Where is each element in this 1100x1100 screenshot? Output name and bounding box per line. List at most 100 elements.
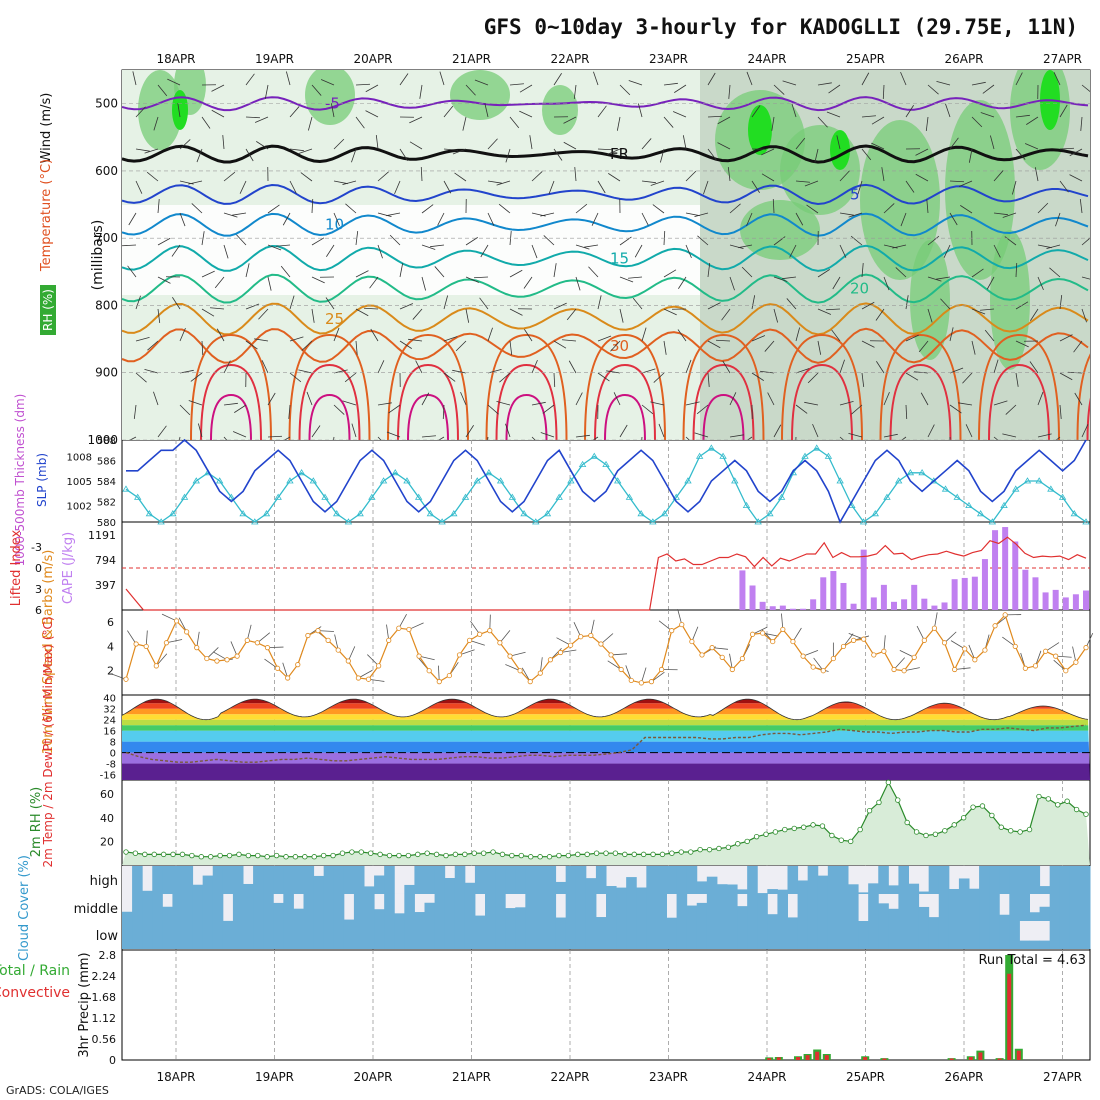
wind-barb (289, 180, 297, 194)
wind-barb (875, 308, 885, 321)
wind-barb (597, 372, 610, 382)
cloud-cell (837, 866, 849, 894)
wind-barb (487, 138, 498, 150)
cloud-cell (969, 921, 980, 949)
wind-barb-10m (166, 639, 183, 644)
panel-frame-wind (121, 609, 1091, 696)
wind-speed-marker (194, 645, 200, 651)
cloud-cell (807, 866, 819, 894)
wind-barb (144, 148, 159, 154)
cloud-cell (817, 894, 829, 922)
wind-speed-marker (1073, 659, 1079, 665)
wind-barb (245, 116, 261, 119)
wind-barb (1074, 392, 1083, 406)
slp-marker (543, 510, 552, 517)
wind-barb (949, 180, 965, 183)
wind-barb (216, 328, 225, 342)
wind-barb (773, 308, 779, 323)
wind-barb (236, 234, 247, 246)
wind-barb (729, 392, 737, 406)
isotherm-surface-arc (889, 363, 952, 440)
wind-barb (901, 436, 907, 440)
wind-barb (659, 148, 665, 163)
slp-marker (777, 493, 786, 500)
wind-speed-marker (234, 653, 240, 659)
wind-barb (223, 402, 238, 406)
cloud-cell (192, 921, 204, 949)
rh-marker (509, 852, 515, 859)
wind-barb (1059, 147, 1075, 150)
cloud-cell (323, 894, 335, 922)
temp-color-band (122, 730, 1090, 742)
wind-barb (399, 340, 412, 349)
rh-marker (160, 851, 167, 858)
cape-bar (931, 605, 938, 610)
wind-barb (936, 80, 951, 86)
date-label-bottom: 25APR (846, 1070, 885, 1084)
cloud-cell (999, 921, 1010, 949)
wind-barb (1055, 212, 1061, 227)
wind-barb (421, 244, 436, 250)
cloud-cell (928, 866, 940, 894)
wind-barb (817, 82, 832, 86)
cloud-cell (616, 887, 627, 894)
cloud-cell (182, 866, 194, 894)
cloud-cell (525, 921, 536, 949)
wind-speed-marker (810, 664, 816, 670)
wind-barb (377, 244, 383, 259)
wind-barb-10m (729, 653, 733, 670)
cloud-cell (424, 921, 436, 949)
wind-speed-marker (466, 637, 473, 643)
cloud-cell (918, 921, 930, 949)
cloud-cell (444, 878, 456, 894)
thickness-line (126, 438, 1087, 524)
wind-barb (851, 404, 863, 415)
wind-barb (531, 359, 538, 374)
cloud-cell (485, 921, 496, 949)
wind-barb (971, 268, 984, 278)
slp-marker (883, 493, 891, 500)
cloud-cell (787, 921, 799, 949)
wind-barb (479, 297, 489, 310)
cloud-cell (535, 866, 546, 894)
wind-speed-marker (436, 679, 442, 685)
cloud-cell (253, 894, 264, 922)
wind-barb (761, 173, 775, 182)
cloud-cell (878, 921, 889, 949)
wind-barb (1080, 116, 1083, 131)
cloud-cell (606, 886, 617, 894)
cloud-cell (283, 921, 294, 949)
rh-marker (452, 851, 459, 858)
wind-speed-marker (729, 666, 735, 673)
cloud-cell (848, 894, 859, 922)
cloud-cell (958, 921, 970, 949)
cloud-cell (595, 917, 607, 922)
wind-barb (289, 106, 300, 118)
wind-barb (905, 180, 915, 193)
wind-barb (619, 84, 631, 96)
wind-barb (135, 148, 150, 152)
slp-marker (321, 493, 329, 500)
wind-barb (399, 303, 414, 310)
wind-barb (196, 148, 203, 163)
cloud-cell (656, 921, 667, 949)
rh-marker (499, 851, 506, 858)
wind-barb (157, 425, 167, 438)
slp-line (125, 447, 1087, 523)
wind-barb-10m (904, 667, 920, 672)
cloud-cell (837, 921, 849, 949)
wind-barb (694, 212, 709, 218)
cloud-cell (797, 880, 809, 894)
wind-barb-10m (469, 639, 485, 646)
wind-barb (650, 180, 665, 186)
cloud-cell (555, 921, 567, 949)
rh-saturated-area (830, 130, 850, 170)
rh-marker (433, 851, 440, 858)
pressure-tick: 800 (95, 298, 118, 312)
wind-barb (1026, 116, 1039, 125)
lifted-index-axis-label: Lifted Index (9, 529, 24, 606)
cloud-cell (313, 921, 325, 949)
cloud-cell (827, 866, 839, 894)
wind-barb (993, 400, 1008, 406)
wind-barb (685, 401, 700, 406)
